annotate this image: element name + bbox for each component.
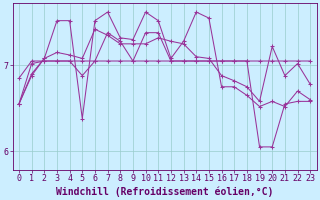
X-axis label: Windchill (Refroidissement éolien,°C): Windchill (Refroidissement éolien,°C) (56, 186, 273, 197)
